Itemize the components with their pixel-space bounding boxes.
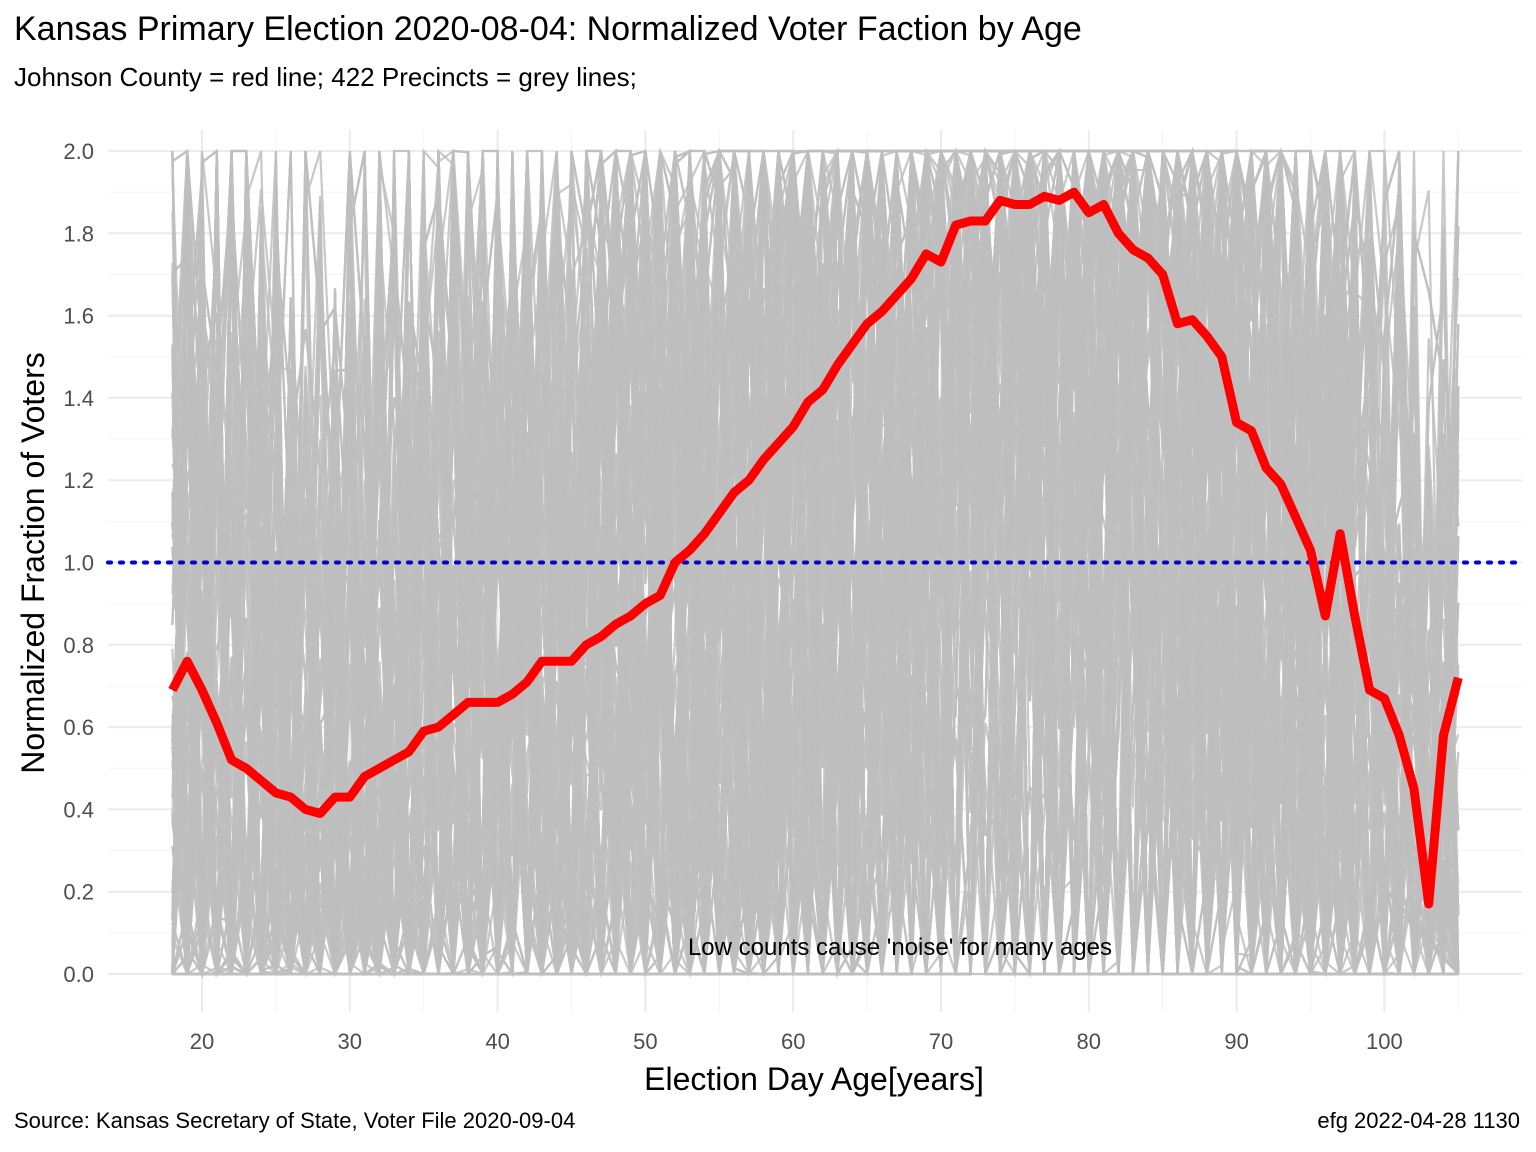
chart-title: Kansas Primary Election 2020-08-04: Norm… [14, 10, 1082, 48]
source-caption: Source: Kansas Secretary of State, Voter… [14, 1108, 576, 1133]
x-tick-label-7: 90 [1224, 1029, 1248, 1054]
x-tick-label-1: 30 [338, 1029, 362, 1054]
x-tick-label-5: 70 [929, 1029, 953, 1054]
y-tick-label-3: 0.6 [63, 715, 94, 740]
precinct-line-177 [171, 149, 1460, 976]
precinct-line-179 [171, 147, 1460, 979]
precinct-lines [171, 146, 1460, 979]
y-axis-ticks: 0.0 0.2 0.4 0.6 0.8 1.0 1.2 1.4 1.6 1.8 2.0 [63, 139, 94, 987]
y-tick-label-9: 1.8 [63, 221, 94, 246]
precinct-line-176 [171, 149, 1460, 976]
precinct-line-175 [171, 149, 1460, 976]
y-tick-label-5: 1.0 [63, 551, 94, 576]
county-series-line [168, 187, 1463, 909]
x-tick-label-8: 100 [1366, 1029, 1403, 1054]
noise-annotation: Low counts cause 'noise' for many ages [688, 934, 1112, 961]
precinct-line-173 [171, 147, 1460, 976]
credit-caption: efg 2022-04-28 1130 [1317, 1108, 1520, 1133]
precinct-line-172 [171, 149, 1460, 976]
y-tick-label-4: 0.8 [63, 633, 94, 658]
x-tick-label-0: 20 [190, 1029, 214, 1054]
y-tick-label-2: 0.4 [63, 797, 94, 822]
y-tick-label-8: 1.6 [63, 304, 94, 329]
x-axis-title: Election Day Age[years] [644, 1061, 984, 1097]
chart-subtitle: Johnson County = red line; 422 Precincts… [14, 62, 637, 92]
y-tick-label-6: 1.2 [63, 468, 94, 493]
x-tick-label-2: 40 [485, 1029, 509, 1054]
precinct-line-178 [171, 150, 1460, 976]
x-tick-label-6: 80 [1077, 1029, 1101, 1054]
x-tick-label-4: 60 [781, 1029, 805, 1054]
y-tick-label-0: 0.0 [63, 962, 94, 987]
county-series-group [168, 187, 1463, 909]
x-tick-label-3: 50 [633, 1029, 657, 1054]
x-axis-ticks: 20 30 40 50 60 70 80 90 100 [190, 1029, 1403, 1054]
y-tick-label-7: 1.4 [63, 386, 94, 411]
y-axis-title: Normalized Fraction of Voters [15, 352, 51, 774]
y-tick-label-10: 2.0 [63, 139, 94, 164]
y-tick-label-1: 0.2 [63, 880, 94, 905]
